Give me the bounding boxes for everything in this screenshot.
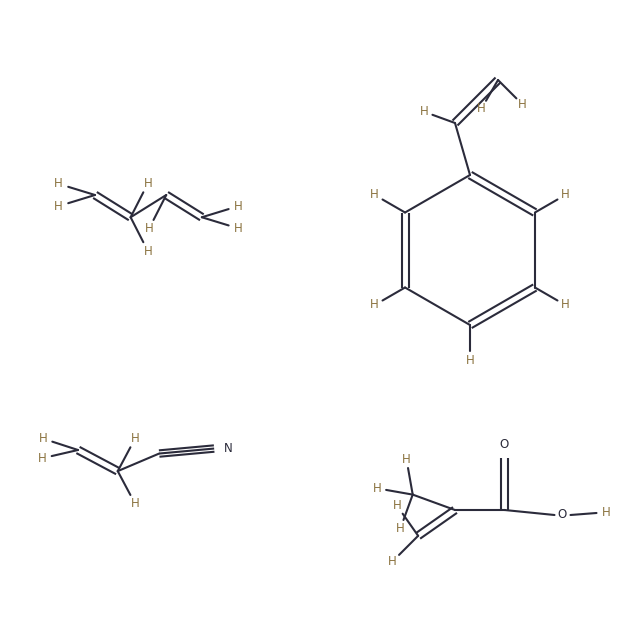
Text: H: H — [234, 222, 243, 235]
Text: H: H — [370, 298, 379, 312]
Text: O: O — [558, 509, 567, 521]
Text: H: H — [234, 199, 243, 213]
Text: H: H — [561, 189, 570, 201]
Text: H: H — [396, 522, 405, 535]
Text: H: H — [402, 452, 411, 466]
Text: H: H — [145, 222, 153, 235]
Text: H: H — [54, 177, 63, 191]
Text: H: H — [477, 102, 486, 115]
Text: H: H — [387, 555, 396, 569]
Text: H: H — [38, 452, 46, 465]
Text: H: H — [392, 499, 401, 512]
Text: H: H — [519, 98, 527, 111]
Text: H: H — [561, 298, 570, 312]
Text: H: H — [420, 105, 428, 118]
Text: H: H — [131, 497, 140, 510]
Text: H: H — [131, 432, 140, 445]
Text: H: H — [373, 482, 382, 495]
Text: N: N — [224, 442, 232, 455]
Text: H: H — [602, 507, 611, 519]
Text: H: H — [370, 189, 379, 201]
Text: H: H — [143, 177, 152, 190]
Text: H: H — [465, 353, 475, 367]
Text: H: H — [38, 432, 47, 445]
Text: O: O — [500, 437, 509, 451]
Text: H: H — [54, 199, 63, 213]
Text: H: H — [143, 245, 152, 257]
